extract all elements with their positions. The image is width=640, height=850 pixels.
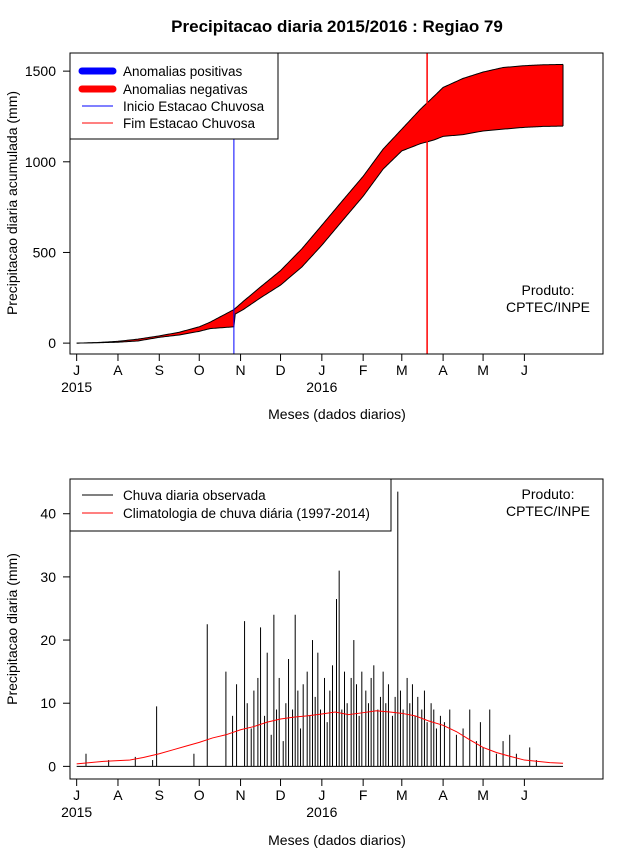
bottom-x-tick-label: A bbox=[113, 787, 123, 803]
top-x-axis-label: Meses (dados diarios) bbox=[268, 406, 406, 422]
top-plot-frame bbox=[69, 52, 604, 355]
top-x-tick-label: D bbox=[275, 362, 285, 378]
legend-label-positive: Anomalias positivas bbox=[123, 64, 243, 79]
bottom-plot-area bbox=[76, 491, 564, 767]
top-year-label: 2015 bbox=[61, 379, 92, 395]
bottom-x-tick-label: M bbox=[477, 787, 489, 803]
top-legend: Anomalias positivas Anomalias negativas … bbox=[69, 52, 279, 140]
legend-label-climatology: Climatologia de chuva diária (1997-2014) bbox=[123, 506, 370, 521]
top-y-axis-label: Precipitacao diaria acumulada (mm) bbox=[4, 91, 20, 315]
legend-label-fim: Fim Estacao Chuvosa bbox=[123, 116, 256, 131]
bottom-x-tick-label: O bbox=[194, 787, 205, 803]
legend-label-inicio: Inicio Estacao Chuvosa bbox=[123, 99, 265, 114]
top-x-tick-label: J bbox=[521, 362, 528, 378]
top-y-tick-label: 0 bbox=[48, 335, 56, 351]
top-x-tick-label: M bbox=[396, 362, 408, 378]
top-annotation-produto: Produto: bbox=[522, 282, 575, 298]
top-x-tick-label: F bbox=[359, 362, 368, 378]
bottom-year-label: 2015 bbox=[61, 804, 92, 820]
bottom-y-tick-label: 40 bbox=[40, 506, 56, 522]
bottom-x-tick-label: D bbox=[275, 787, 285, 803]
bottom-legend-box bbox=[69, 478, 392, 532]
legend-label-negative: Anomalias negativas bbox=[123, 82, 248, 97]
bottom-year-label: 2016 bbox=[306, 804, 337, 820]
bottom-x-tick-label: A bbox=[438, 787, 448, 803]
bottom-x-tick-label: J bbox=[318, 787, 325, 803]
top-x-tick-label: M bbox=[477, 362, 489, 378]
bottom-x-tick-label: F bbox=[359, 787, 368, 803]
top-x-tick-label: S bbox=[155, 362, 164, 378]
bottom-y-tick-label: 10 bbox=[40, 695, 56, 711]
top-legend-box bbox=[69, 52, 279, 140]
top-y-tick-label: 1000 bbox=[25, 154, 56, 170]
bottom-x-tick-label: N bbox=[235, 787, 245, 803]
negative-anomaly-band bbox=[76, 64, 564, 344]
bottom-y-tick-label: 30 bbox=[40, 569, 56, 585]
bottom-x-axis-label: Meses (dados diarios) bbox=[268, 832, 406, 848]
top-x-tick-label: J bbox=[73, 362, 80, 378]
top-x-tick-label: J bbox=[318, 362, 325, 378]
bottom-legend: Chuva diaria observada Climatologia de c… bbox=[69, 478, 392, 532]
top-y-tick-label: 500 bbox=[33, 244, 57, 260]
bottom-y-axis-label: Precipitacao diaria (mm) bbox=[4, 553, 20, 705]
climatology-cumulative-line bbox=[76, 63, 564, 344]
bottom-x-tick-label: M bbox=[396, 787, 408, 803]
bottom-x-tick-label: S bbox=[155, 787, 164, 803]
bottom-x-tick-label: J bbox=[521, 787, 528, 803]
top-annotation-cptec: CPTEC/INPE bbox=[506, 299, 590, 315]
top-chart-title: Precipitacao diaria 2015/2016 : Regiao 7… bbox=[171, 17, 503, 36]
top-x-tick-label: A bbox=[438, 362, 448, 378]
top-year-label: 2016 bbox=[306, 379, 337, 395]
legend-label-observed: Chuva diaria observada bbox=[123, 488, 266, 503]
climatology-daily-line bbox=[76, 710, 564, 765]
bottom-annotation-produto: Produto: bbox=[522, 486, 575, 502]
observed-cumulative-line bbox=[76, 125, 564, 344]
bottom-y-tick-label: 0 bbox=[48, 758, 56, 774]
bottom-y-tick-label: 20 bbox=[40, 632, 56, 648]
top-y-tick-label: 1500 bbox=[25, 63, 56, 79]
top-x-tick-label: A bbox=[113, 362, 123, 378]
bottom-annotation-cptec: CPTEC/INPE bbox=[506, 503, 590, 519]
top-x-tick-label: N bbox=[235, 362, 245, 378]
top-x-tick-label: O bbox=[194, 362, 205, 378]
bottom-x-tick-label: J bbox=[73, 787, 80, 803]
